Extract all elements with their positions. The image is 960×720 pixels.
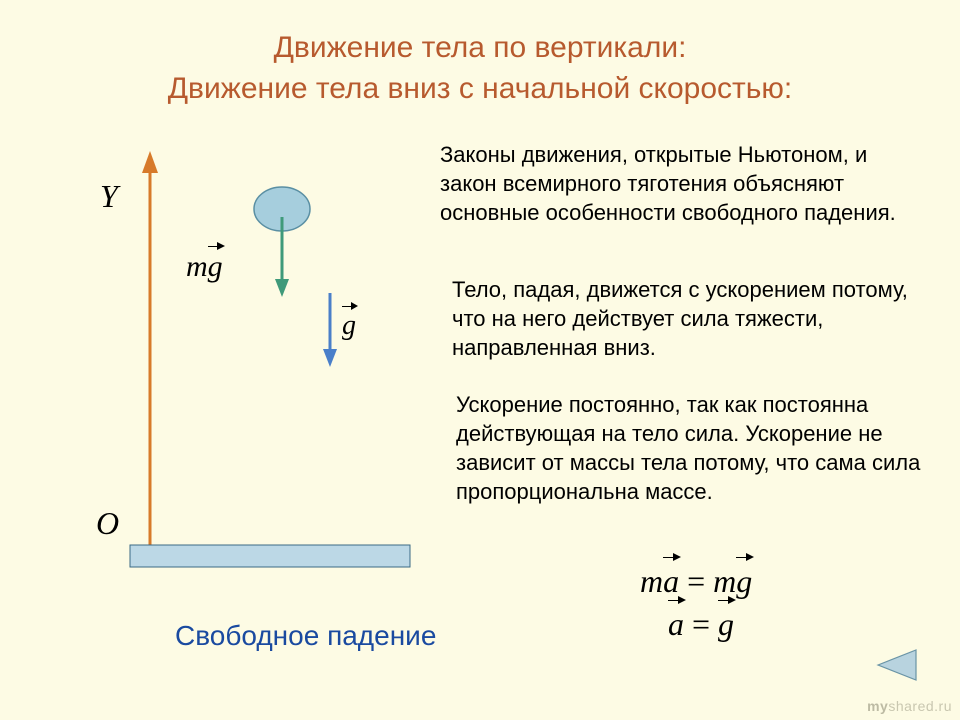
nav-back-icon[interactable] — [874, 646, 920, 684]
equation-2: a = g — [640, 603, 752, 646]
title-line-2: Движение тела вниз с начальной скоростью… — [168, 72, 793, 105]
equations-block: ma = mg a = g — [640, 560, 752, 646]
paragraph-1: Законы движения, открытые Ньютоном, и за… — [440, 140, 920, 227]
ground-bar — [130, 545, 410, 567]
caption-free-fall: Свободное падение — [175, 620, 436, 652]
watermark: myshared.ru — [867, 698, 952, 714]
mg-vector-arrowhead — [275, 279, 289, 297]
paragraph-2: Тело, падая, движется с ускорением потом… — [452, 275, 922, 362]
mg-label: mg — [186, 250, 223, 284]
paragraph-3: Ускорение постоянно, так как постоянна д… — [456, 390, 926, 506]
g-vector-arrowhead — [323, 349, 337, 367]
title-line-1: Движение тела по вертикали: — [274, 31, 687, 64]
y-axis-arrowhead — [142, 151, 158, 173]
slide-title: Движение тела по вертикали: Движение тел… — [0, 28, 960, 109]
g-label: g — [342, 310, 356, 342]
physics-diagram — [70, 145, 450, 605]
slide: Движение тела по вертикали: Движение тел… — [0, 0, 960, 720]
